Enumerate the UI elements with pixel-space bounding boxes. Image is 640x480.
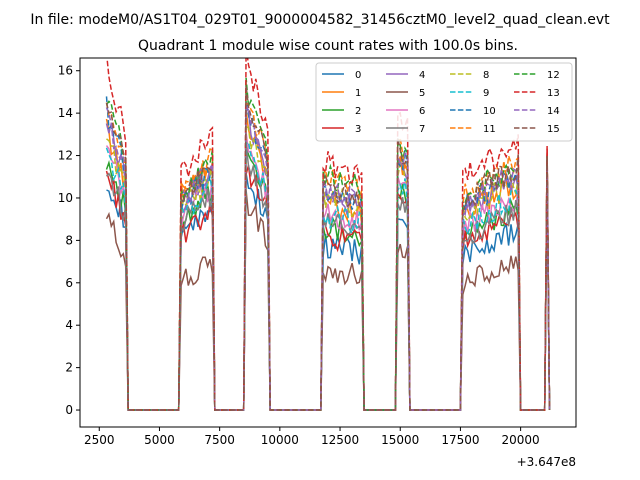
legend-label: 0 bbox=[355, 70, 361, 81]
legend-label: 14 bbox=[547, 106, 560, 117]
x-axis-offset-label: +3.647e8 bbox=[517, 455, 576, 469]
x-tick-label: 20000 bbox=[502, 433, 540, 447]
legend-label: 12 bbox=[547, 70, 560, 81]
legend-label: 5 bbox=[419, 88, 425, 99]
x-tick-label: 7500 bbox=[204, 433, 235, 447]
legend-frame bbox=[315, 62, 573, 142]
x-tick-label: 15000 bbox=[381, 433, 419, 447]
x-tick-label: 2500 bbox=[84, 433, 115, 447]
legend-label: 6 bbox=[419, 106, 425, 117]
y-tick-label: 2 bbox=[65, 361, 73, 375]
y-tick-label: 8 bbox=[65, 233, 73, 247]
y-tick-label: 4 bbox=[65, 318, 73, 332]
x-tick-label: 5000 bbox=[144, 433, 175, 447]
figure-suptitle: In file: modeM0/AS1T04_029T01_9000004582… bbox=[30, 12, 610, 28]
series-line-15 bbox=[105, 85, 551, 411]
legend-label: 3 bbox=[355, 124, 361, 135]
series-line-13 bbox=[106, 58, 551, 411]
legend-label: 7 bbox=[419, 124, 425, 135]
axes-frame bbox=[79, 57, 577, 428]
plot-area: 2500 5000 7500 10000 12500 15000 17500 20000 02… bbox=[58, 57, 577, 469]
x-tick-label: 17500 bbox=[441, 433, 479, 447]
y-tick-label: 10 bbox=[58, 191, 73, 205]
legend-label: 2 bbox=[355, 106, 361, 117]
y-tick-label: 6 bbox=[65, 276, 73, 290]
x-axis: 2500 5000 7500 10000 12500 15000 17500 20000 bbox=[84, 427, 540, 447]
legend-label: 8 bbox=[483, 70, 489, 81]
y-tick-label: 0 bbox=[65, 403, 73, 417]
y-tick-label: 14 bbox=[58, 106, 73, 120]
y-tick-label: 16 bbox=[58, 64, 73, 78]
series-layer bbox=[105, 58, 551, 411]
legend-label: 11 bbox=[483, 124, 496, 135]
legend-label: 15 bbox=[547, 124, 560, 135]
y-tick-label: 12 bbox=[58, 149, 73, 163]
legend-label: 9 bbox=[483, 88, 489, 99]
x-tick-label: 10000 bbox=[261, 433, 299, 447]
legend-label: 13 bbox=[547, 88, 560, 99]
legend-label: 4 bbox=[419, 70, 425, 81]
series-line-12 bbox=[105, 77, 551, 411]
chart-title: Quadrant 1 module wise count rates with … bbox=[138, 38, 518, 54]
legend-label: 1 bbox=[355, 88, 361, 99]
y-axis: 0 2 4 6 8 10 12 14 16 bbox=[58, 64, 80, 417]
x-tick-label: 12500 bbox=[321, 433, 359, 447]
legend-label: 10 bbox=[483, 106, 496, 117]
